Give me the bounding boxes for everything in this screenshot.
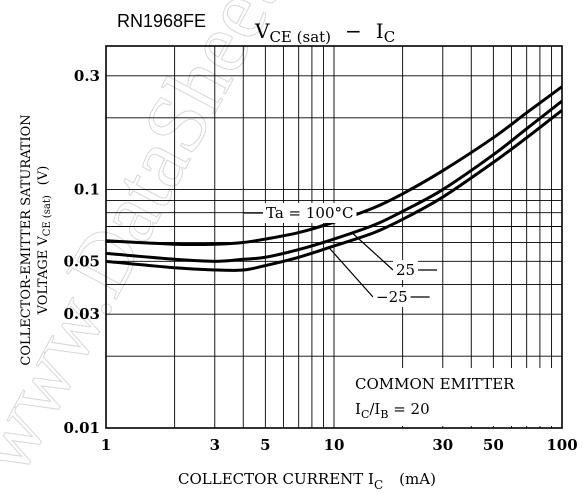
series-label-bg <box>373 287 411 307</box>
series-label-0: Ta = 100°C <box>266 204 354 222</box>
title-ic: I <box>376 19 384 43</box>
x-tick-label: 10 <box>324 436 345 454</box>
y-axis-label-line1: COLLECTOR-EMITTER SATURATION <box>19 114 34 365</box>
y-tick-label: 0.1 <box>74 181 100 199</box>
chart-title: VCE (sat) − IC <box>254 19 395 46</box>
y-tick-label: 0.03 <box>63 305 100 323</box>
series-label-1: 25 <box>396 261 415 279</box>
part-number: RN1968FE <box>117 11 206 31</box>
series-line-1 <box>105 99 563 263</box>
title-ic-sub: C <box>384 28 395 46</box>
y-tick-labels: 0.01 0.03 0.05 0.1 0.3 <box>63 67 100 437</box>
x-tick-label: 30 <box>432 436 453 454</box>
annotation-line1: COMMON EMITTER <box>355 375 515 393</box>
x-tick-label: 1 <box>101 436 111 454</box>
series-label-bg <box>393 260 419 280</box>
series-label-bg <box>263 203 357 223</box>
annotation-background <box>344 368 558 426</box>
title-vce: V <box>254 19 270 43</box>
series-label-2: −25 <box>376 288 408 306</box>
series-labels: Ta = 100°C 25 −25 <box>244 203 438 307</box>
y-tick-label: 0.01 <box>63 419 100 437</box>
x-axis-label: COLLECTOR CURRENT IC (mA) <box>178 470 436 492</box>
x-tick-label: 3 <box>210 436 220 454</box>
x-tick-label: 50 <box>483 436 504 454</box>
y-tick-label: 0.3 <box>74 67 100 85</box>
series-leader-2 <box>328 247 374 298</box>
series-line-2 <box>105 109 563 272</box>
grid <box>105 45 563 429</box>
plot-frame <box>105 45 563 429</box>
title-vce-sub: CE (sat) <box>269 28 331 46</box>
title-dash: − <box>345 19 362 43</box>
y-tick-label: 0.05 <box>63 252 100 270</box>
x-tick-label: 5 <box>260 436 270 454</box>
annotation-line2: IC/IB = 20 <box>355 400 430 421</box>
x-tick-labels: 1 3 5 10 30 50 100 <box>101 436 578 454</box>
y-axis-label-line2: VOLTAGE VCE (sat)(V) <box>36 166 53 316</box>
x-tick-label: 100 <box>546 436 577 454</box>
series-leader-1 <box>351 232 394 271</box>
